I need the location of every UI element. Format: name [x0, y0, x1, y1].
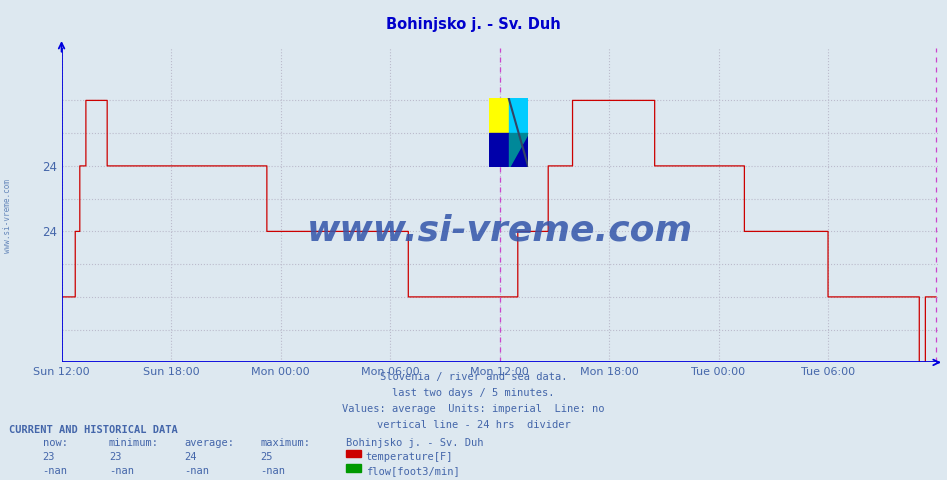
Text: vertical line - 24 hrs  divider: vertical line - 24 hrs divider [377, 420, 570, 430]
Text: 23: 23 [43, 452, 55, 462]
Text: average:: average: [185, 438, 235, 448]
Text: -nan: -nan [43, 466, 67, 476]
Text: 23: 23 [109, 452, 121, 462]
Text: Bohinjsko j. - Sv. Duh: Bohinjsko j. - Sv. Duh [346, 438, 483, 448]
Bar [489, 98, 509, 133]
Text: Slovenia / river and sea data.: Slovenia / river and sea data. [380, 372, 567, 382]
Text: CURRENT AND HISTORICAL DATA: CURRENT AND HISTORICAL DATA [9, 425, 178, 435]
Text: last two days / 5 minutes.: last two days / 5 minutes. [392, 388, 555, 398]
Text: temperature[F]: temperature[F] [366, 452, 453, 462]
Text: -nan: -nan [109, 466, 134, 476]
Text: 24: 24 [185, 452, 197, 462]
Polygon shape [509, 133, 528, 168]
Text: minimum:: minimum: [109, 438, 159, 448]
Text: now:: now: [43, 438, 67, 448]
Text: 25: 25 [260, 452, 273, 462]
Text: Values: average  Units: imperial  Line: no: Values: average Units: imperial Line: no [342, 404, 605, 414]
Text: www.si-vreme.com: www.si-vreme.com [307, 213, 692, 247]
Text: flow[foot3/min]: flow[foot3/min] [366, 466, 459, 476]
Text: -nan: -nan [260, 466, 285, 476]
Text: www.si-vreme.com: www.si-vreme.com [3, 179, 12, 253]
Text: -nan: -nan [185, 466, 209, 476]
Bar [489, 133, 509, 168]
Text: maximum:: maximum: [260, 438, 311, 448]
Polygon shape [509, 133, 528, 168]
Bar [509, 98, 528, 133]
Text: Bohinjsko j. - Sv. Duh: Bohinjsko j. - Sv. Duh [386, 17, 561, 32]
